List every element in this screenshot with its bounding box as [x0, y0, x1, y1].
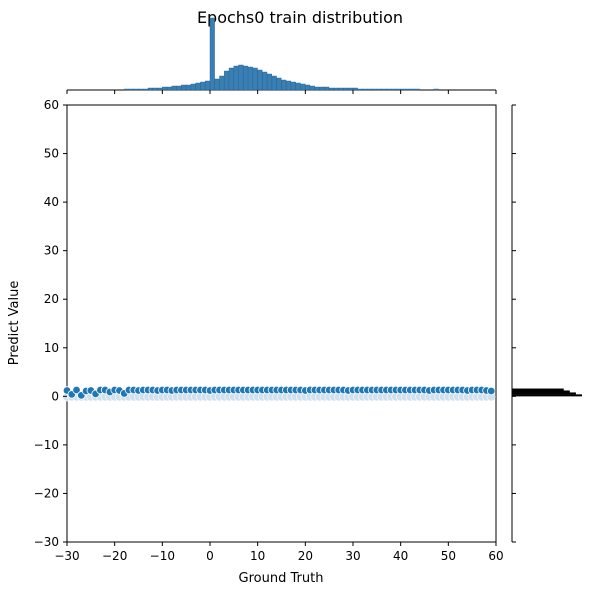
x-hist-bar — [166, 86, 172, 91]
x-hist-bar — [185, 84, 191, 91]
x-tick-label: 10 — [250, 549, 265, 563]
x-hist-bar — [381, 88, 387, 91]
y-tick-label: 20 — [44, 292, 59, 306]
y-hist-bar — [512, 394, 582, 397]
x-hist-bar — [324, 86, 330, 91]
x-hist-bar — [238, 64, 244, 91]
x-hist-bar — [405, 88, 411, 91]
y-tick-label: 50 — [44, 147, 59, 161]
x-hist-bar — [214, 78, 220, 91]
x-tick-label: 50 — [441, 549, 456, 563]
x-hist-bar — [295, 82, 301, 91]
x-hist-bar — [190, 83, 196, 91]
y-tick-label: 0 — [51, 389, 59, 403]
x-hist-bar — [309, 85, 315, 91]
scatter-axes — [66, 104, 497, 543]
x-hist-bar — [305, 84, 311, 91]
x-hist-bar — [300, 83, 306, 91]
y-tick-label: 10 — [44, 341, 59, 355]
x-hist-bar — [200, 81, 206, 91]
x-tick-label: −20 — [102, 549, 127, 563]
x-hist-bar — [162, 86, 168, 91]
x-hist-bar — [247, 66, 253, 91]
x-hist-bar — [400, 88, 406, 91]
x-hist-bar — [176, 85, 182, 91]
scatter-point — [487, 386, 496, 396]
x-hist-bar — [147, 87, 153, 91]
x-hist-bar — [376, 88, 382, 91]
x-hist-bar — [276, 77, 282, 91]
x-hist-bar — [333, 87, 339, 91]
x-hist-bar — [348, 87, 354, 91]
x-hist-bar — [143, 88, 149, 91]
x-hist-bar — [228, 67, 234, 91]
x-tick-label: 0 — [206, 549, 214, 563]
x-tick-label: 40 — [393, 549, 408, 563]
x-marginal-histogram — [67, 17, 496, 91]
y-tick-label: −10 — [34, 438, 59, 452]
x-hist-bar — [367, 88, 373, 91]
y-tick-label: −30 — [34, 535, 59, 549]
scatter-points — [62, 385, 496, 402]
x-hist-bar — [281, 79, 287, 91]
x-hist-bar — [371, 88, 377, 91]
x-hist-bar — [195, 82, 201, 91]
x-hist-bar — [128, 88, 134, 91]
x-hist-bar — [357, 88, 363, 91]
y-hist-bar — [512, 392, 576, 395]
x-hist-bar — [395, 88, 401, 91]
x-hist-bar — [314, 86, 320, 91]
x-hist-bar — [138, 88, 144, 91]
y-tick-label: −20 — [34, 486, 59, 500]
x-hist-bar — [224, 70, 230, 91]
x-hist-bar — [181, 84, 187, 91]
x-hist-bar — [133, 88, 139, 91]
y-hist-bar — [512, 388, 564, 391]
x-hist-bar — [257, 69, 263, 91]
x-hist-bar — [343, 87, 349, 91]
x-tick-label: −10 — [150, 549, 175, 563]
y-marginal-histogram — [511, 105, 582, 542]
y-axis-label: Predict Value — [7, 281, 22, 366]
x-hist-bar — [152, 87, 158, 91]
x-hist-bar — [171, 85, 177, 91]
y-hist-bar — [512, 390, 570, 393]
x-hist-bar — [157, 87, 163, 91]
x-tick-label: −30 — [54, 549, 79, 563]
scatter-point — [72, 385, 81, 395]
x-hist-bar — [252, 67, 258, 91]
x-hist-bar — [205, 80, 211, 91]
x-hist-bar — [433, 88, 439, 91]
chart-title: Epochs0 train distribution — [196, 8, 404, 27]
x-hist-bar — [219, 75, 225, 91]
x-hist-bar — [386, 88, 392, 91]
x-hist-bar — [262, 71, 268, 91]
y-tick-label: 30 — [44, 244, 59, 258]
x-hist-bar — [123, 88, 129, 91]
x-axis-label: Ground Truth — [239, 571, 324, 586]
x-hist-bar — [352, 87, 358, 91]
x-hist-bar — [410, 88, 415, 91]
x-hist-bar — [233, 65, 239, 91]
axis-ticks: −30 −20 −10 0 10 20 30 40 50 60 −30 −20 −10 0 10 20 30 40… — [34, 90, 516, 563]
x-hist-bar — [243, 65, 249, 91]
x-hist-bar — [390, 88, 396, 91]
x-hist-bar — [338, 87, 344, 91]
plot-frame — [66, 104, 497, 543]
y-tick-label: 60 — [44, 98, 59, 112]
x-hist-bar — [267, 73, 272, 91]
x-tick-label: 20 — [298, 549, 313, 563]
x-tick-label: 30 — [345, 549, 360, 563]
x-hist-bar — [286, 80, 292, 91]
x-hist-bar — [319, 86, 325, 91]
x-hist-bar — [362, 88, 368, 91]
x-hist-bar — [414, 88, 420, 91]
x-tick-label: 60 — [488, 549, 503, 563]
x-hist-bar — [290, 81, 296, 91]
y-tick-label: 40 — [44, 195, 59, 209]
x-hist-bar — [271, 75, 277, 91]
x-hist-bar — [209, 17, 215, 91]
x-hist-bar — [328, 87, 334, 91]
